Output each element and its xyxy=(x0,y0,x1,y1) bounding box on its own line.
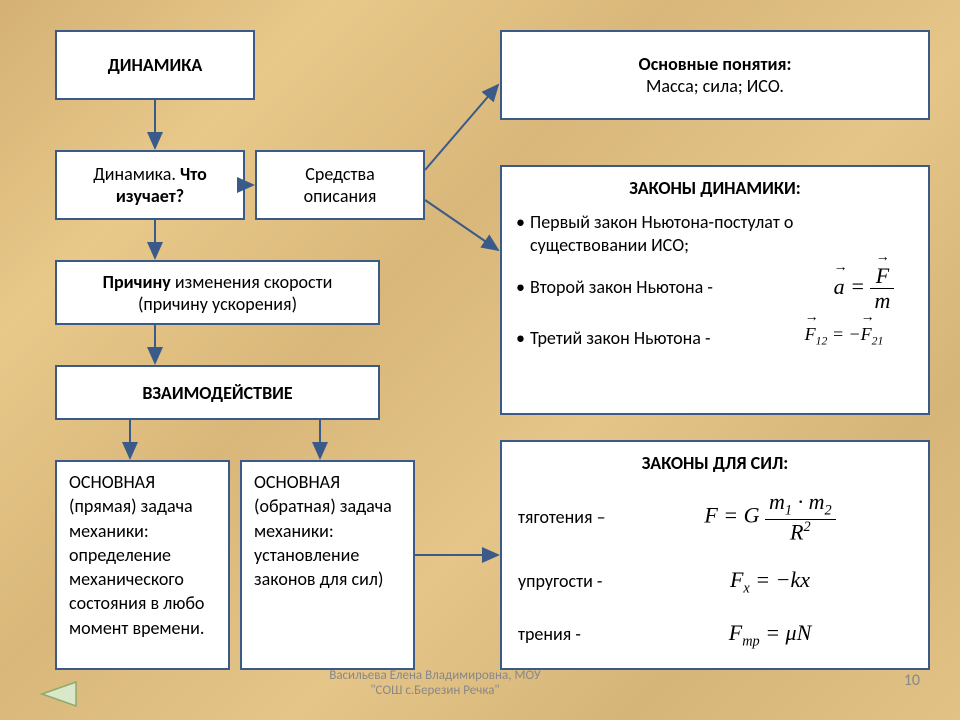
footer-author: Васильева Елена Владимировна, МОУ "СОШ с… xyxy=(260,668,610,698)
formula-newton2: a = Fm xyxy=(809,264,919,313)
t: Первый закон Ньютона-постулат о существо… xyxy=(530,211,793,256)
text: ДИНАМИКА xyxy=(69,54,241,76)
page-number: 10 xyxy=(904,671,920,690)
nav-back-button[interactable] xyxy=(40,680,80,713)
t: Второй закон Ньютона - xyxy=(530,276,713,298)
box-interaction: ВЗАИМОДЕЙСТВИЕ xyxy=(55,365,380,420)
text: ОСНОВНАЯ (обратная) задача механики: уст… xyxy=(254,470,401,591)
title: Основные понятия: xyxy=(514,53,916,75)
box-laws: ЗАКОНЫ ДИНАМИКИ: Первый закон Ньютона-по… xyxy=(500,165,930,415)
box-task-direct: ОСНОВНАЯ (прямая) задача механики: опред… xyxy=(55,460,230,670)
law-item-3: Третий закон Ньютона - F12 = −F21 xyxy=(516,327,914,350)
box-reason: Причину изменения скорости (причину уско… xyxy=(55,260,380,325)
formula-spring: Fx = −kx xyxy=(628,565,912,598)
box-means: Средства описания xyxy=(255,150,425,220)
title: ЗАКОНЫ ДИНАМИКИ: xyxy=(516,177,914,199)
box-dynamics-title: ДИНАМИКА xyxy=(55,30,255,100)
box-what-studies: Динамика. Что изучает? xyxy=(55,150,245,220)
text: Динамика. Что изучает? xyxy=(69,163,231,207)
laws-list: Первый закон Ньютона-постулат о существо… xyxy=(516,205,914,357)
label: тяготения – xyxy=(518,505,628,530)
law-item-1: Первый закон Ньютона-постулат о существо… xyxy=(516,211,914,258)
formula-newton3: F12 = −F21 xyxy=(769,323,919,349)
line2: "СОШ с.Березин Речка" xyxy=(260,683,610,698)
formula-gravity: F = G m1 · m2R2 xyxy=(628,490,912,545)
label: упругости - xyxy=(518,569,628,594)
text: Средства описания xyxy=(269,163,411,207)
text: ВЗАИМОДЕЙСТВИЕ xyxy=(69,382,366,404)
bold: Причину xyxy=(103,271,171,293)
box-forces: ЗАКОНЫ ДЛЯ СИЛ: тяготения – F = G m1 · m… xyxy=(500,440,930,670)
t: Третий закон Ньютона - xyxy=(530,327,710,349)
box-task-inverse: ОСНОВНАЯ (обратная) задача механики: уст… xyxy=(240,460,415,670)
law-item-2: Второй закон Ньютона - a = Fm xyxy=(516,276,914,299)
title: ЗАКОНЫ ДЛЯ СИЛ: xyxy=(518,452,912,474)
body: Масса; сила; ИСО. xyxy=(514,75,916,97)
label: трения - xyxy=(518,622,628,647)
force-friction: трения - Fтр = μN xyxy=(518,618,912,651)
pre: Динамика. xyxy=(93,163,180,185)
force-gravity: тяготения – F = G m1 · m2R2 xyxy=(518,490,912,545)
force-spring: упругости - Fx = −kx xyxy=(518,565,912,598)
box-concepts: Основные понятия: Масса; сила; ИСО. xyxy=(500,30,930,120)
back-triangle-icon xyxy=(40,680,80,708)
line1: Васильева Елена Владимировна, МОУ xyxy=(260,668,610,683)
formula-friction: Fтр = μN xyxy=(628,618,912,651)
text: ОСНОВНАЯ (прямая) задача механики: опред… xyxy=(69,470,216,640)
text: Причину изменения скорости (причину уско… xyxy=(69,271,366,315)
